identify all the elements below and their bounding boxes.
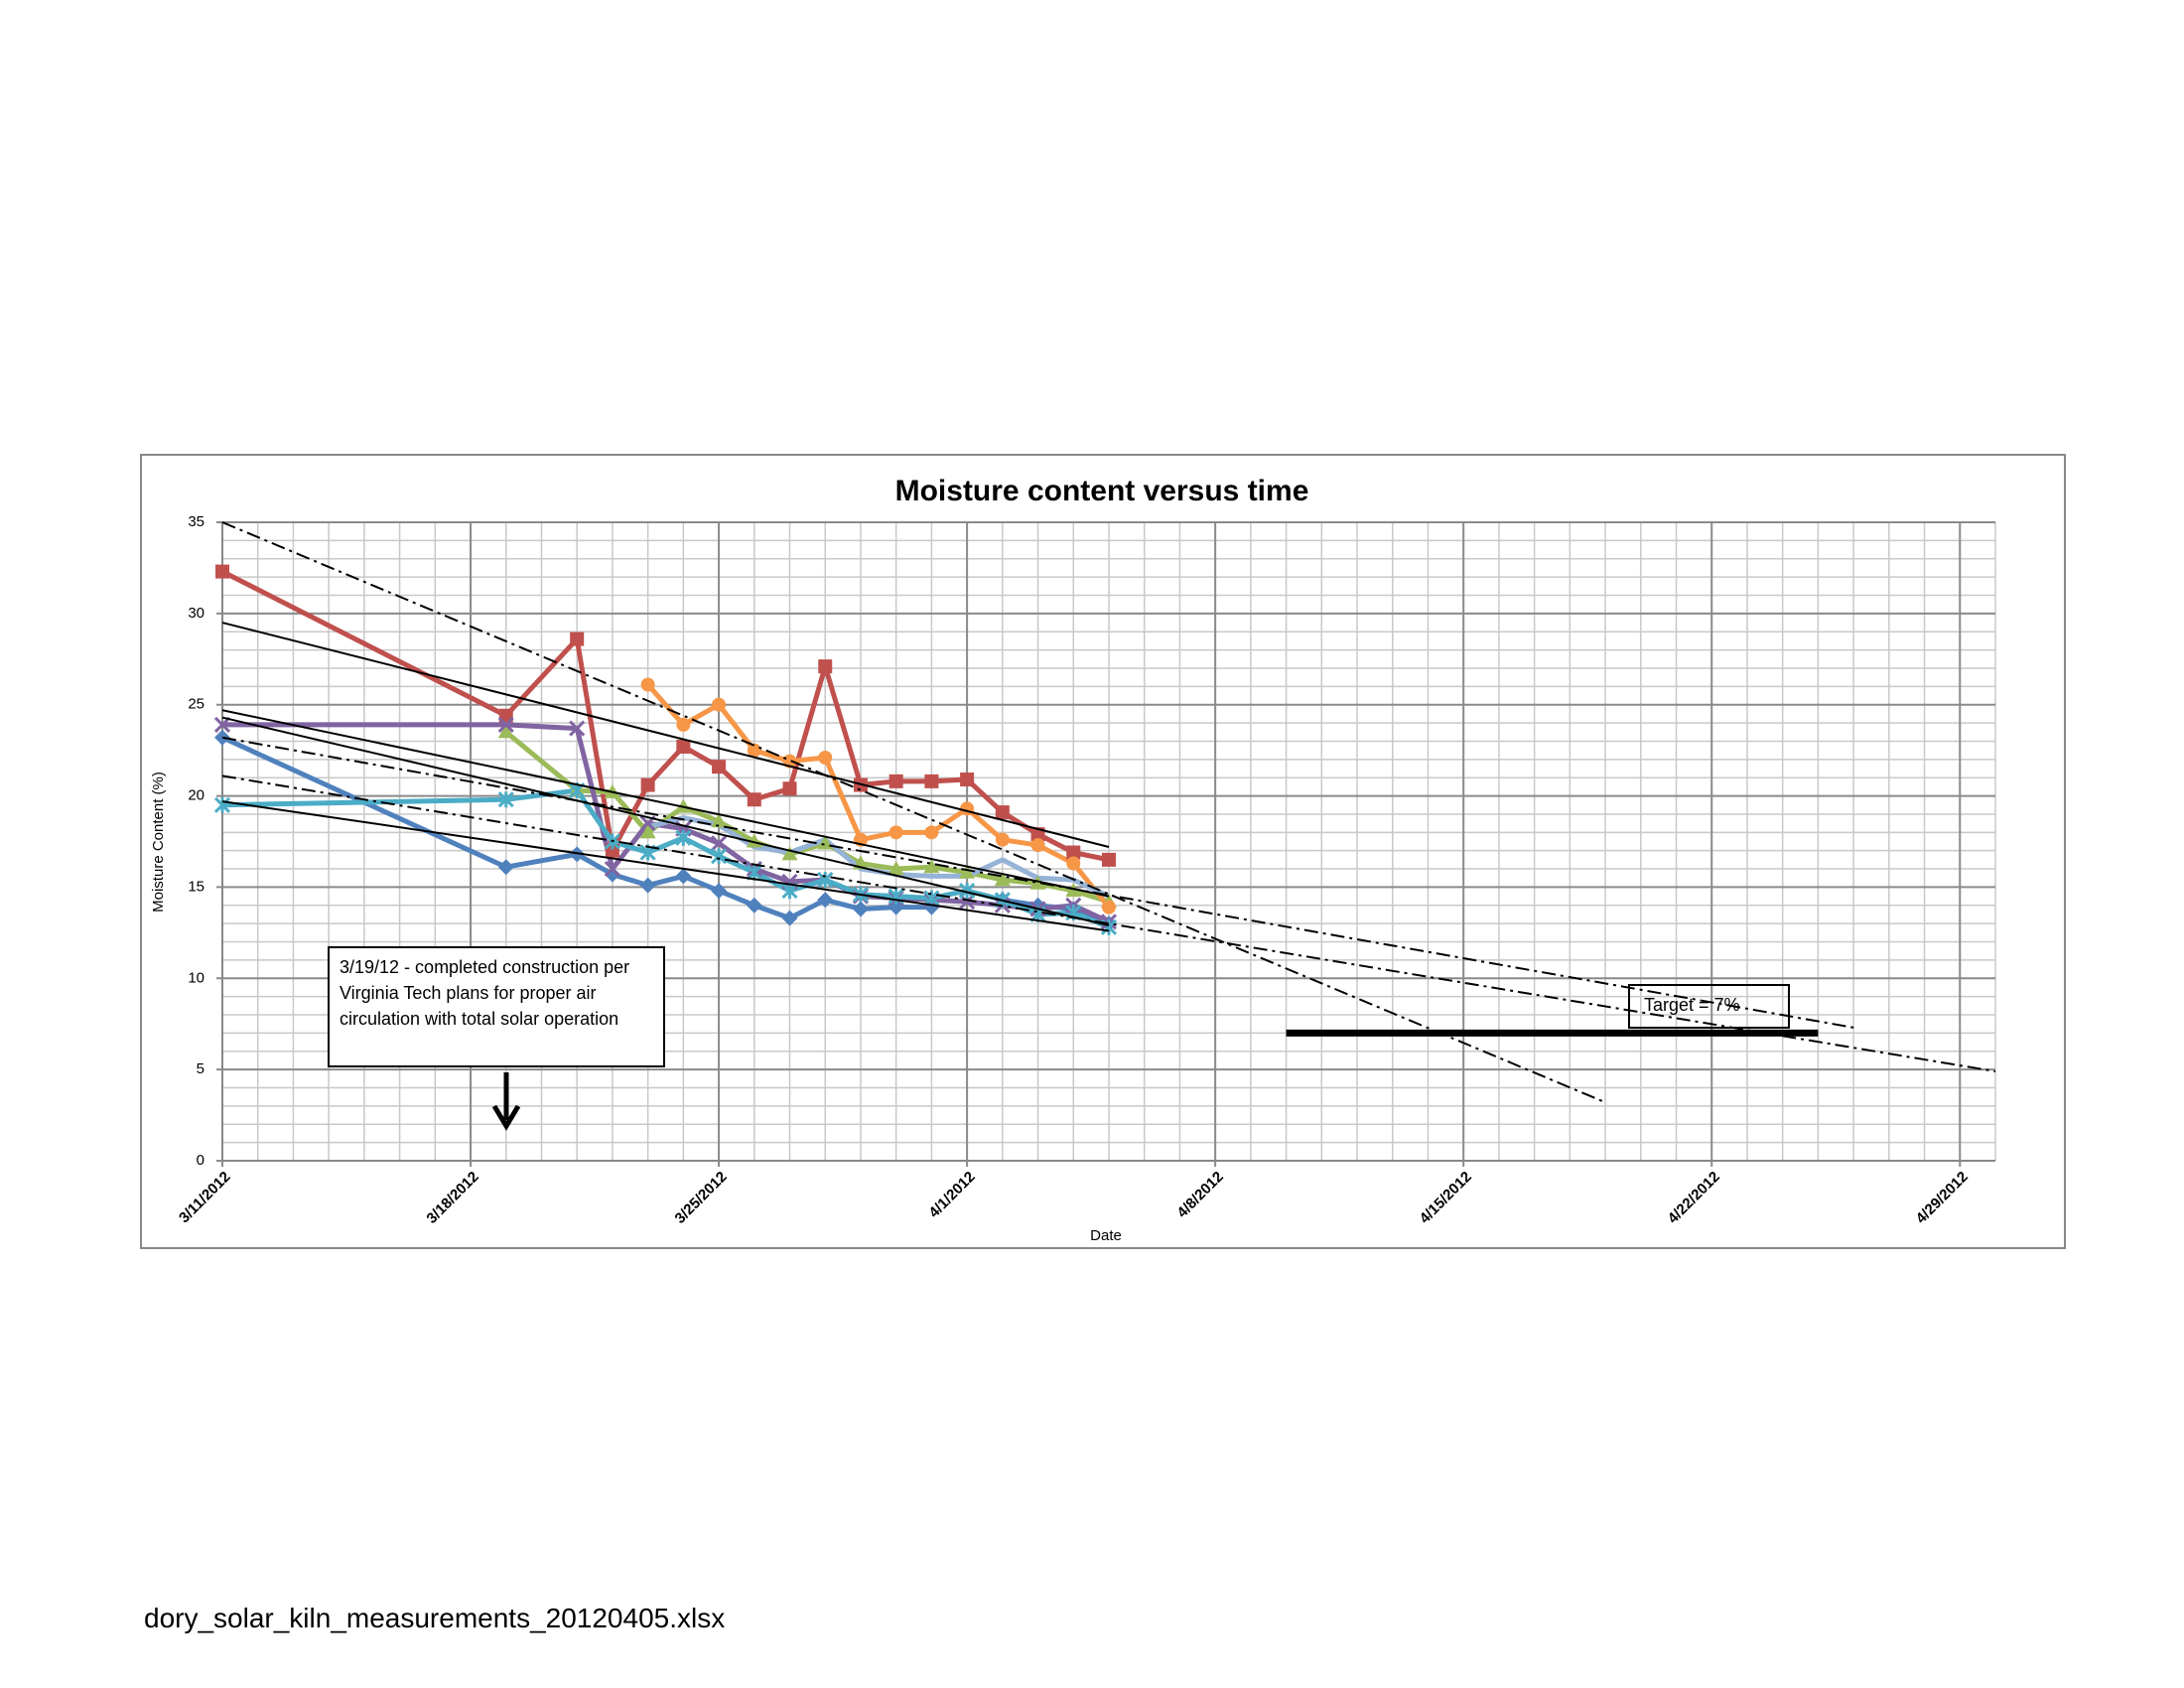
marker — [887, 861, 904, 876]
chart-frame — [140, 454, 2066, 1249]
trendline — [221, 736, 1854, 1029]
trendline — [221, 709, 1110, 898]
y-tick-label: 30 — [188, 605, 205, 622]
marker — [498, 708, 513, 723]
marker — [213, 796, 231, 813]
marker — [995, 805, 1010, 820]
marker — [711, 813, 728, 828]
trendline — [221, 521, 1606, 1104]
marker — [960, 773, 975, 787]
x-axis-label: Date — [1090, 1227, 1122, 1244]
marker — [746, 864, 762, 881]
marker — [640, 777, 655, 792]
marker — [639, 824, 656, 839]
marker — [924, 774, 939, 788]
marker — [497, 716, 514, 733]
plot — [213, 521, 1996, 1104]
marker — [817, 872, 834, 889]
marker — [746, 897, 762, 914]
y-tick-label: 15 — [188, 878, 205, 895]
marker — [1029, 875, 1046, 890]
y-tick-label: 25 — [188, 696, 205, 713]
marker — [817, 835, 834, 850]
y-axis-label: Moisture Content (%) — [150, 772, 167, 913]
marker — [781, 883, 798, 900]
marker — [675, 829, 692, 846]
target-box — [1628, 984, 1790, 1029]
marker — [676, 739, 691, 754]
trendline — [221, 716, 1110, 926]
y-tick-label: 5 — [197, 1060, 205, 1077]
marker — [959, 883, 976, 900]
marker — [817, 892, 834, 909]
marker — [747, 743, 761, 758]
trendline — [221, 622, 1110, 848]
marker — [712, 697, 727, 712]
marker — [782, 781, 797, 796]
marker — [497, 791, 514, 808]
marker — [781, 846, 798, 861]
marker — [923, 890, 940, 907]
marker — [960, 801, 975, 816]
marker — [639, 877, 656, 894]
marker — [675, 798, 692, 813]
marker — [711, 848, 728, 865]
marker — [604, 860, 620, 878]
marker — [675, 868, 692, 885]
marker — [711, 883, 728, 900]
marker — [994, 872, 1011, 887]
marker — [818, 750, 833, 765]
marker — [1030, 838, 1045, 853]
marker — [781, 910, 798, 926]
marker — [497, 859, 514, 876]
footer: dory_solar_kiln_measurements_20120405.xl… — [144, 1603, 726, 1633]
marker — [604, 866, 620, 883]
marker — [924, 825, 939, 840]
marker — [640, 677, 655, 692]
marker — [569, 846, 586, 863]
marker — [852, 901, 869, 917]
marker — [569, 720, 586, 737]
marker — [1102, 852, 1116, 867]
marker — [818, 659, 833, 674]
marker — [570, 632, 585, 646]
marker — [888, 774, 903, 788]
marker — [1102, 900, 1116, 914]
marker — [888, 825, 903, 840]
marker — [213, 716, 231, 733]
annotation-arrow — [491, 1072, 521, 1131]
y-tick-label: 0 — [197, 1152, 205, 1169]
marker — [711, 835, 728, 852]
marker — [995, 832, 1010, 847]
target-label: Target = 7% — [1644, 995, 1740, 1015]
y-tick-label: 35 — [188, 513, 205, 530]
marker — [747, 792, 761, 807]
annotation-box: 3/19/12 - completed construction per Vir… — [328, 946, 665, 1067]
marker — [497, 724, 514, 739]
marker — [1066, 845, 1081, 860]
trendline — [221, 774, 1996, 1072]
trendline — [221, 800, 1110, 932]
marker — [712, 760, 727, 774]
marker — [959, 864, 976, 879]
marker — [676, 717, 691, 732]
chart-title: Moisture content versus time — [895, 475, 1309, 507]
marker — [605, 843, 619, 858]
marker — [1066, 856, 1081, 871]
marker — [923, 859, 940, 874]
y-tick-label: 20 — [188, 787, 205, 804]
marker — [215, 564, 229, 579]
y-tick-label: 10 — [188, 969, 205, 986]
